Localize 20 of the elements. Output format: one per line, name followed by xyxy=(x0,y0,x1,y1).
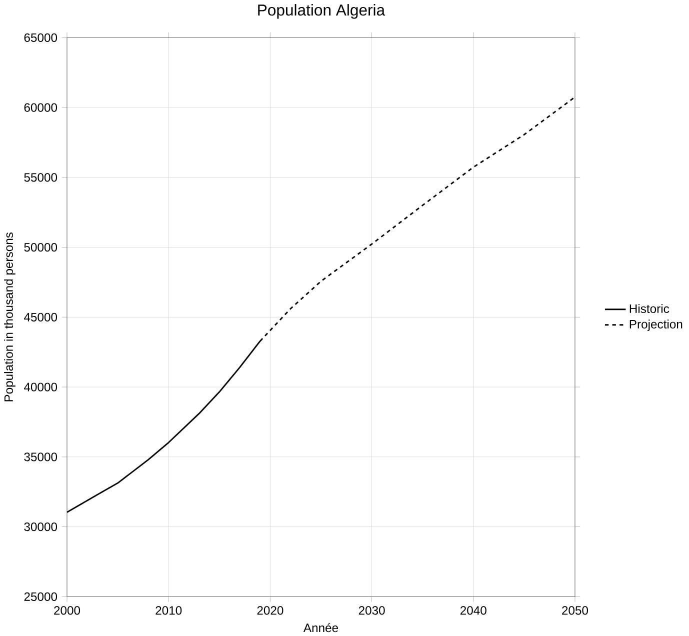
y-axis-title: Population in thousand persons xyxy=(4,232,16,402)
y-tick-label: 65000 xyxy=(24,33,58,42)
x-tick-label: 2020 xyxy=(257,606,284,615)
y-tick-label: 60000 xyxy=(24,103,58,112)
legend-label: Projection xyxy=(630,319,682,331)
x-axis-title: Année xyxy=(303,622,338,632)
y-tick-label: 50000 xyxy=(24,242,58,252)
x-tick-label: 2000 xyxy=(54,606,80,615)
x-tick-label: 2040 xyxy=(460,606,486,615)
y-tick-label: 45000 xyxy=(24,312,58,322)
y-tick-label: 35000 xyxy=(24,452,58,462)
y-tick-label: 30000 xyxy=(24,522,58,531)
legend-label: Historic xyxy=(630,304,670,313)
x-tick-label: 2030 xyxy=(358,606,385,615)
y-tick-label: 40000 xyxy=(24,382,58,392)
x-tick-label: 2010 xyxy=(156,606,182,615)
y-tick-label: 25000 xyxy=(24,592,58,601)
y-tick-label: 55000 xyxy=(24,173,58,182)
chart-title: Population Algeria xyxy=(258,4,386,19)
x-tick-label: 2050 xyxy=(562,606,588,615)
